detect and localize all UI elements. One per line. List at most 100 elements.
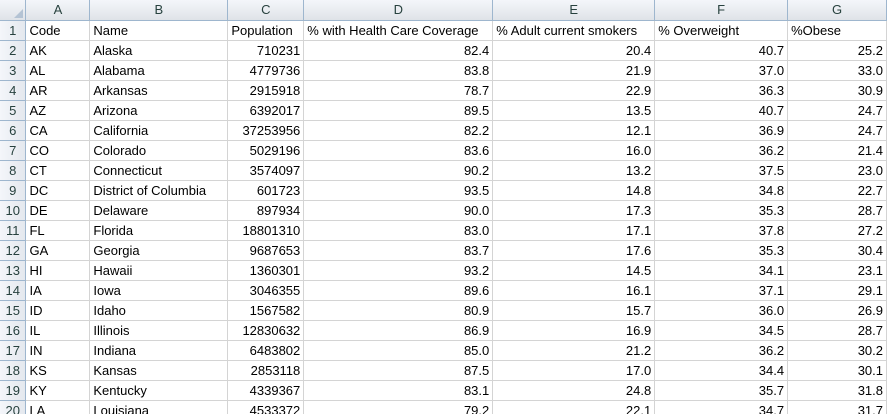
cell-b6[interactable]: California <box>89 120 229 141</box>
cell-d14[interactable]: 89.6 <box>303 280 494 301</box>
cell-d18[interactable]: 87.5 <box>303 360 494 381</box>
cell-g16[interactable]: 28.7 <box>787 320 887 341</box>
cell-d8[interactable]: 90.2 <box>303 160 494 181</box>
row-header[interactable]: 17 <box>0 340 27 361</box>
cell-a11[interactable]: FL <box>25 220 91 241</box>
cell-e13[interactable]: 14.5 <box>492 260 656 281</box>
cell-e19[interactable]: 24.8 <box>492 380 656 401</box>
cell-d11[interactable]: 83.0 <box>303 220 494 241</box>
row-header[interactable]: 3 <box>0 60 27 81</box>
cell-e17[interactable]: 21.2 <box>492 340 656 361</box>
cell-f8[interactable]: 37.5 <box>654 160 789 181</box>
cell-e4[interactable]: 22.9 <box>492 80 656 101</box>
cell-g15[interactable]: 26.9 <box>787 300 887 321</box>
row-header[interactable]: 6 <box>0 120 27 141</box>
cell-b14[interactable]: Iowa <box>89 280 229 301</box>
cell-f11[interactable]: 37.8 <box>654 220 789 241</box>
row-header[interactable]: 2 <box>0 40 27 61</box>
cell-c17[interactable]: 6483802 <box>227 340 305 361</box>
cell-g10[interactable]: 28.7 <box>787 200 887 221</box>
cell-e1[interactable]: % Adult current smokers <box>492 20 656 41</box>
cell-e14[interactable]: 16.1 <box>492 280 656 301</box>
row-header[interactable]: 20 <box>0 400 27 414</box>
cell-f13[interactable]: 34.1 <box>654 260 789 281</box>
cell-f18[interactable]: 34.4 <box>654 360 789 381</box>
cell-a4[interactable]: AR <box>25 80 91 101</box>
cell-c20[interactable]: 4533372 <box>227 400 305 414</box>
cell-c6[interactable]: 37253956 <box>227 120 305 141</box>
row-header[interactable]: 12 <box>0 240 27 261</box>
column-header-a[interactable]: A <box>25 0 91 21</box>
cell-e9[interactable]: 14.8 <box>492 180 656 201</box>
cell-a2[interactable]: AK <box>25 40 91 61</box>
cell-d6[interactable]: 82.2 <box>303 120 494 141</box>
cell-d1[interactable]: % with Health Care Coverage <box>303 20 494 41</box>
cell-g3[interactable]: 33.0 <box>787 60 887 81</box>
cell-f19[interactable]: 35.7 <box>654 380 789 401</box>
cell-e18[interactable]: 17.0 <box>492 360 656 381</box>
cell-b8[interactable]: Connecticut <box>89 160 229 181</box>
cell-b7[interactable]: Colorado <box>89 140 229 161</box>
row-header[interactable]: 15 <box>0 300 27 321</box>
cell-d20[interactable]: 79.2 <box>303 400 494 414</box>
cell-b11[interactable]: Florida <box>89 220 229 241</box>
cell-f20[interactable]: 34.7 <box>654 400 789 414</box>
cell-e3[interactable]: 21.9 <box>492 60 656 81</box>
cell-e15[interactable]: 15.7 <box>492 300 656 321</box>
cell-a13[interactable]: HI <box>25 260 91 281</box>
cell-g18[interactable]: 30.1 <box>787 360 887 381</box>
row-header[interactable]: 11 <box>0 220 27 241</box>
row-header[interactable]: 1 <box>0 20 27 41</box>
cell-c15[interactable]: 1567582 <box>227 300 305 321</box>
cell-a9[interactable]: DC <box>25 180 91 201</box>
cell-a14[interactable]: IA <box>25 280 91 301</box>
column-header-g[interactable]: G <box>787 0 887 21</box>
cell-c13[interactable]: 1360301 <box>227 260 305 281</box>
cell-f6[interactable]: 36.9 <box>654 120 789 141</box>
cell-a15[interactable]: ID <box>25 300 91 321</box>
cell-c3[interactable]: 4779736 <box>227 60 305 81</box>
cell-f5[interactable]: 40.7 <box>654 100 789 121</box>
cell-g19[interactable]: 31.8 <box>787 380 887 401</box>
cell-g20[interactable]: 31.7 <box>787 400 887 414</box>
cell-d19[interactable]: 83.1 <box>303 380 494 401</box>
cell-e2[interactable]: 20.4 <box>492 40 656 61</box>
cell-c1[interactable]: Population <box>227 20 305 41</box>
cell-d15[interactable]: 80.9 <box>303 300 494 321</box>
cell-c19[interactable]: 4339367 <box>227 380 305 401</box>
cell-b13[interactable]: Hawaii <box>89 260 229 281</box>
cell-g4[interactable]: 30.9 <box>787 80 887 101</box>
cell-g17[interactable]: 30.2 <box>787 340 887 361</box>
cell-e5[interactable]: 13.5 <box>492 100 656 121</box>
cell-d4[interactable]: 78.7 <box>303 80 494 101</box>
cell-a1[interactable]: Code <box>25 20 91 41</box>
cell-b2[interactable]: Alaska <box>89 40 229 61</box>
cell-a10[interactable]: DE <box>25 200 91 221</box>
row-header[interactable]: 16 <box>0 320 27 341</box>
cell-f15[interactable]: 36.0 <box>654 300 789 321</box>
cell-a7[interactable]: CO <box>25 140 91 161</box>
cell-c10[interactable]: 897934 <box>227 200 305 221</box>
row-header[interactable]: 7 <box>0 140 27 161</box>
cell-g8[interactable]: 23.0 <box>787 160 887 181</box>
cell-g6[interactable]: 24.7 <box>787 120 887 141</box>
cell-g7[interactable]: 21.4 <box>787 140 887 161</box>
row-header[interactable]: 13 <box>0 260 27 281</box>
cell-d10[interactable]: 90.0 <box>303 200 494 221</box>
cell-c9[interactable]: 601723 <box>227 180 305 201</box>
cell-e12[interactable]: 17.6 <box>492 240 656 261</box>
cell-f9[interactable]: 34.8 <box>654 180 789 201</box>
cell-a17[interactable]: IN <box>25 340 91 361</box>
cell-b15[interactable]: Idaho <box>89 300 229 321</box>
cell-e7[interactable]: 16.0 <box>492 140 656 161</box>
cell-b19[interactable]: Kentucky <box>89 380 229 401</box>
cell-f10[interactable]: 35.3 <box>654 200 789 221</box>
cell-g13[interactable]: 23.1 <box>787 260 887 281</box>
cell-d2[interactable]: 82.4 <box>303 40 494 61</box>
cell-g1[interactable]: %Obese <box>787 20 887 41</box>
cell-c2[interactable]: 710231 <box>227 40 305 61</box>
cell-b20[interactable]: Louisiana <box>89 400 229 414</box>
cell-f3[interactable]: 37.0 <box>654 60 789 81</box>
cell-g2[interactable]: 25.2 <box>787 40 887 61</box>
cell-b12[interactable]: Georgia <box>89 240 229 261</box>
